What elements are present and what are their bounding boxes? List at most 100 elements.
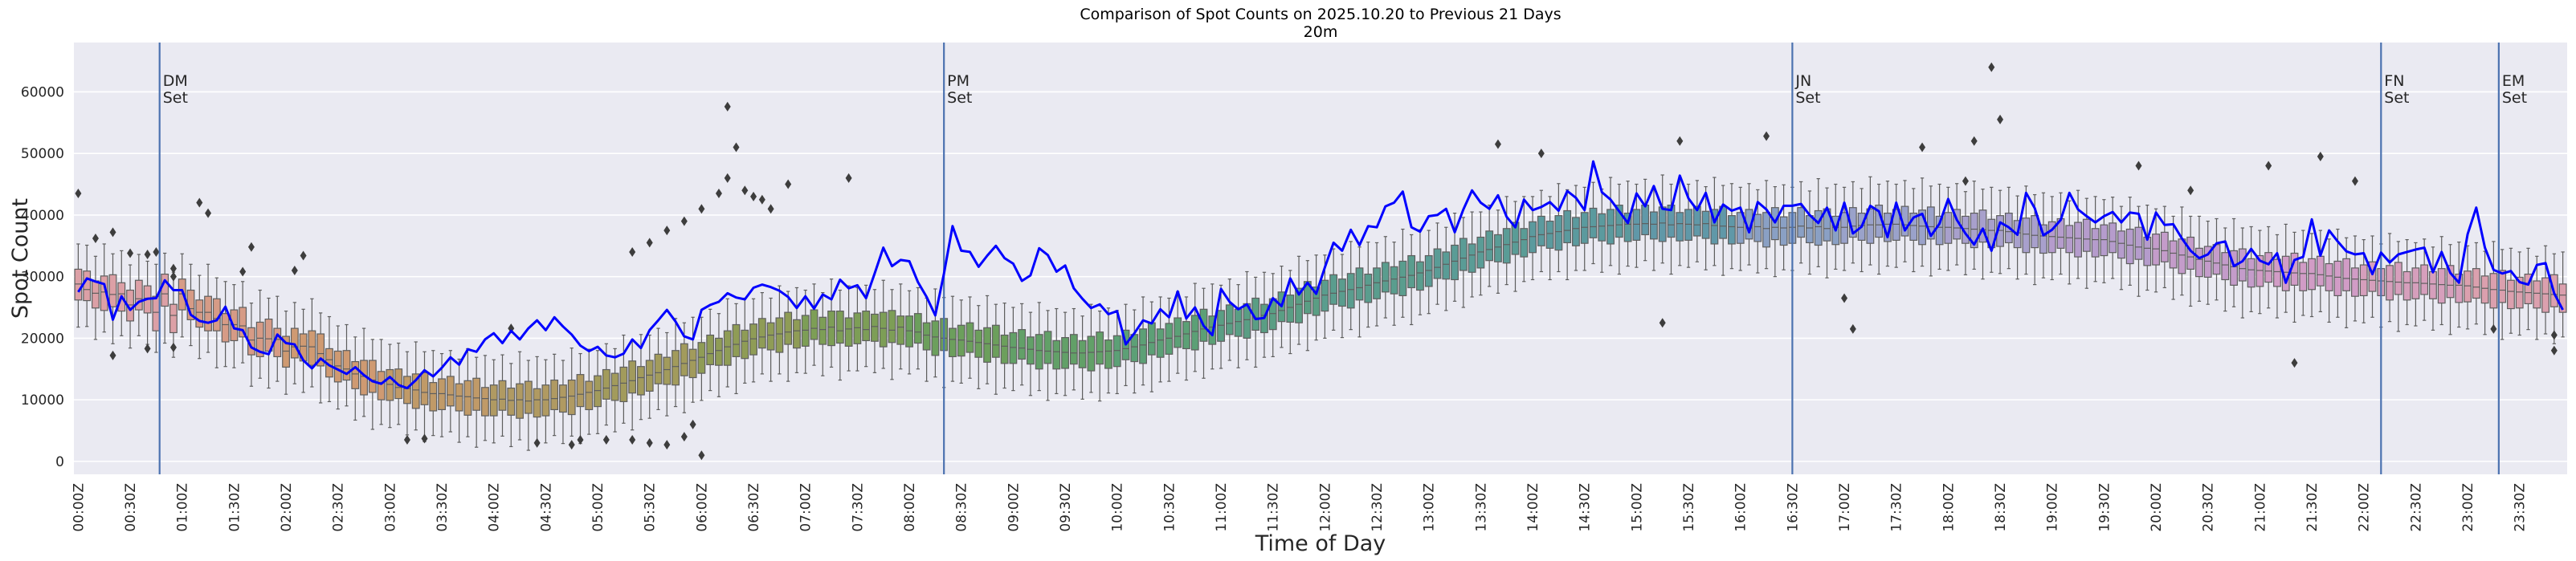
- outlier-point: [1849, 323, 1856, 334]
- box: [446, 350, 455, 433]
- box-iqr: [1814, 209, 1823, 246]
- box: [888, 289, 896, 380]
- x-tick-label: 22:00Z: [2357, 483, 2373, 532]
- box: [1667, 183, 1676, 275]
- x-tick-label: 15:00Z: [1629, 483, 1645, 532]
- box-iqr: [879, 311, 888, 348]
- box-iqr: [411, 373, 420, 409]
- box-iqr: [1797, 207, 1806, 238]
- box: [991, 303, 1000, 395]
- box-iqr: [1701, 210, 1710, 239]
- box: [1096, 311, 1104, 402]
- box-iqr: [1009, 331, 1018, 364]
- box: [1494, 209, 1502, 294]
- box-iqr: [1615, 205, 1623, 238]
- outlier-point: [1919, 142, 1926, 152]
- box-iqr: [723, 330, 732, 366]
- box-iqr: [2507, 279, 2515, 310]
- box-iqr: [1589, 207, 1598, 238]
- box-iqr: [2169, 240, 2178, 269]
- outlier-point: [205, 208, 212, 218]
- box-iqr: [1598, 213, 1606, 242]
- box: [602, 343, 610, 426]
- box-iqr: [2308, 258, 2316, 291]
- outlier-point: [403, 435, 410, 445]
- box-iqr: [2411, 267, 2420, 299]
- box: [1589, 181, 1598, 265]
- box: [2264, 226, 2273, 309]
- box: [2290, 231, 2299, 323]
- box: [949, 295, 957, 382]
- box-iqr: [576, 374, 585, 408]
- box-iqr: [2359, 264, 2368, 297]
- box-iqr: [672, 350, 680, 386]
- box: [819, 291, 827, 376]
- box: [1511, 201, 1520, 292]
- box-iqr: [1433, 248, 1442, 279]
- box: [835, 289, 844, 381]
- box-iqr: [645, 360, 654, 392]
- box-iqr: [871, 313, 879, 342]
- box-iqr: [1295, 287, 1303, 323]
- box-iqr: [1373, 267, 1381, 299]
- box-iqr: [706, 334, 715, 365]
- box-iqr: [1027, 336, 1035, 365]
- box-iqr: [1225, 304, 1234, 335]
- y-gridlines: [74, 91, 2567, 462]
- box-iqr: [1545, 220, 1554, 249]
- box-iqr: [2247, 258, 2256, 288]
- box-iqr: [1061, 337, 1069, 369]
- box-iqr: [610, 372, 619, 401]
- outlier-point: [602, 435, 610, 445]
- outlier-point: [1841, 293, 1848, 303]
- box-iqr: [2143, 236, 2152, 266]
- box: [810, 283, 819, 366]
- box-iqr: [2230, 250, 2238, 286]
- box: [2247, 226, 2256, 312]
- box: [1381, 236, 1390, 319]
- box-iqr: [1502, 228, 1511, 264]
- box-iqr: [2498, 270, 2507, 303]
- box-iqr: [74, 268, 83, 301]
- x-tick-label: 16:30Z: [1785, 483, 1801, 532]
- box-iqr: [472, 377, 481, 411]
- box: [1286, 270, 1295, 355]
- box-iqr: [1537, 215, 1545, 246]
- outlier-point: [741, 185, 749, 196]
- x-tick-label: 17:30Z: [1889, 483, 1905, 532]
- outlier-points: [75, 62, 2558, 461]
- box: [2256, 230, 2264, 315]
- box: [2203, 220, 2212, 305]
- outlier-point: [715, 189, 722, 199]
- box-iqr: [2386, 265, 2394, 301]
- x-tick-label: 04:30Z: [538, 483, 554, 532]
- box-iqr: [92, 280, 100, 309]
- box-iqr: [801, 315, 810, 347]
- box-iqr: [1104, 339, 1112, 369]
- outlier-point: [1676, 136, 1684, 146]
- box: [594, 350, 602, 434]
- box: [1485, 205, 1494, 287]
- box: [965, 296, 974, 379]
- x-axis-label: Time of Day: [1255, 531, 1386, 556]
- box-iqr: [1676, 212, 1684, 242]
- box-iqr: [2134, 226, 2143, 260]
- box-iqr: [1918, 209, 1926, 246]
- box-iqr: [221, 313, 230, 343]
- box: [1061, 311, 1069, 396]
- x-tick-label: 09:00Z: [1006, 483, 1022, 532]
- box: [905, 290, 913, 375]
- box-iqr: [1416, 261, 1424, 291]
- box-iqr: [1286, 295, 1295, 323]
- box-iqr: [2091, 228, 2100, 258]
- box: [1355, 246, 1364, 338]
- box-iqr: [2394, 262, 2402, 295]
- x-tick-label: 23:00Z: [2460, 483, 2476, 532]
- outlier-point: [680, 432, 688, 442]
- x-tick-label: 11:00Z: [1214, 483, 1230, 532]
- box: [896, 283, 905, 370]
- y-tick-label: 40000: [21, 208, 64, 224]
- box-iqr: [628, 360, 637, 394]
- box: [619, 334, 628, 424]
- outlier-point: [663, 440, 671, 450]
